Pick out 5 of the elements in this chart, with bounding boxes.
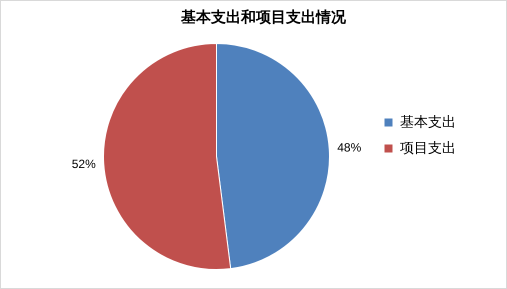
data-label: 48% (337, 140, 362, 155)
chart-title: 基本支出和项目支出情况 (180, 9, 347, 26)
data-label: 52% (72, 156, 96, 171)
legend-label: 项目支出 (400, 139, 456, 156)
legend-label: 基本支出 (400, 113, 456, 130)
